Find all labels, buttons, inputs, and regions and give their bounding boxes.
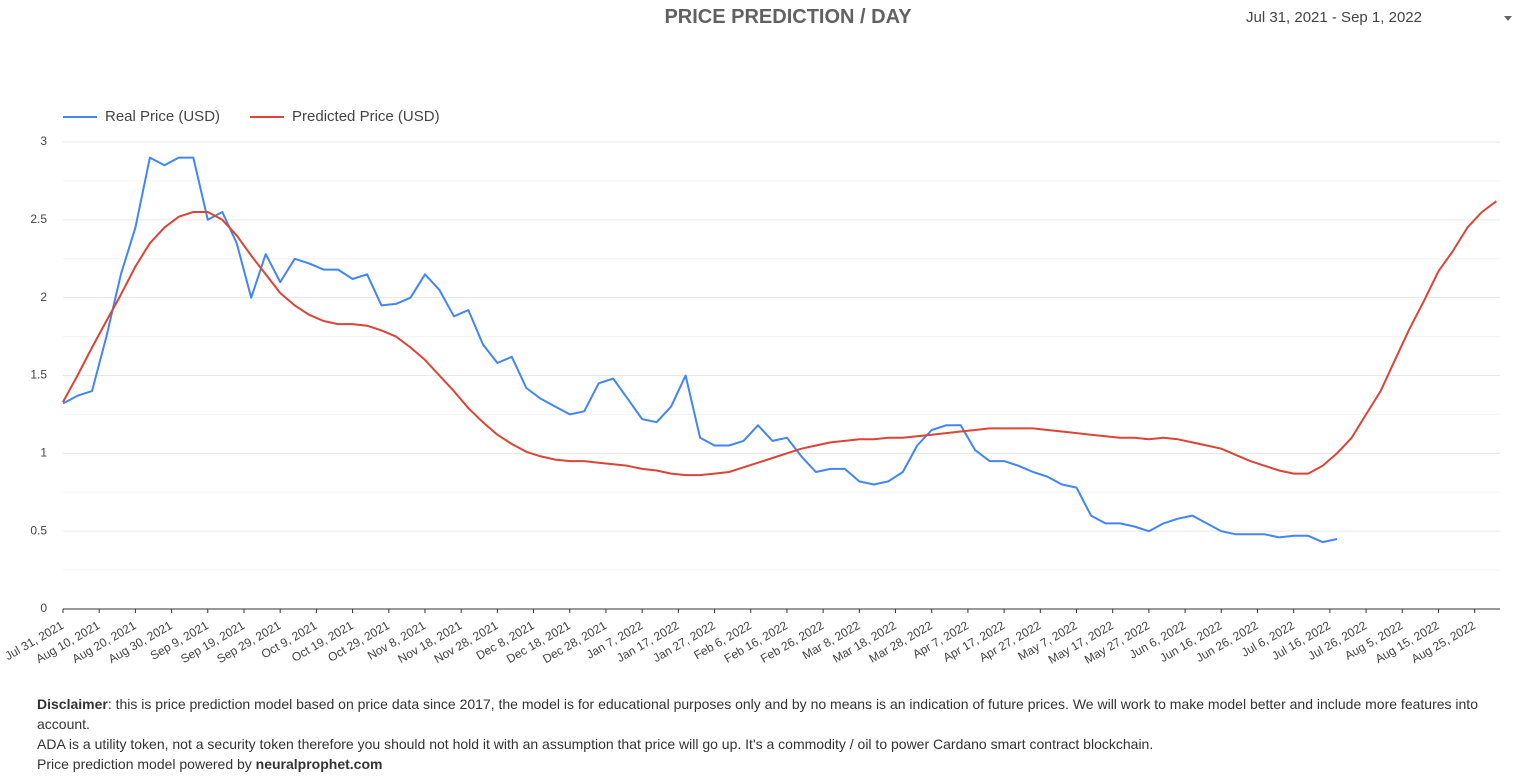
note: ADA is a utility token, not a security t… [37,736,1154,752]
credit-link[interactable]: neuralprophet.com [255,756,383,772]
page-title: PRICE PREDICTION / DAY [664,6,912,28]
credit-text: Price prediction model powered by [37,756,256,772]
disclaimer: Disclaimer: this is price prediction mod… [37,694,1507,734]
y-tick-label: 0.5 [30,523,47,537]
disclaimer-text: : this is price prediction model based o… [37,696,1478,732]
date-range: Jul 31, 2021 - Sep 1, 2022 [1246,9,1422,26]
y-tick-label: 2.5 [30,212,47,226]
disclaimer-label: Disclaimer [37,696,108,712]
legend-label: Predicted Price (USD) [292,108,440,125]
legend-label: Real Price (USD) [105,108,220,125]
date-range-selector[interactable]: Jul 31, 2021 - Sep 1, 2022 [1228,8,1518,30]
footer: Disclaimer: this is price prediction mod… [37,694,1507,774]
y-tick-label: 0 [40,601,47,615]
y-tick-label: 1 [40,446,47,460]
dropdown-arrow [1504,16,1512,21]
series-line [62,200,1497,477]
series-line [62,156,1338,544]
credit: Price prediction model powered by neural… [37,754,1507,774]
y-tick-label: 1.5 [30,368,47,382]
y-tick-label: 2 [40,290,47,304]
y-tick-label: 3 [40,134,47,148]
